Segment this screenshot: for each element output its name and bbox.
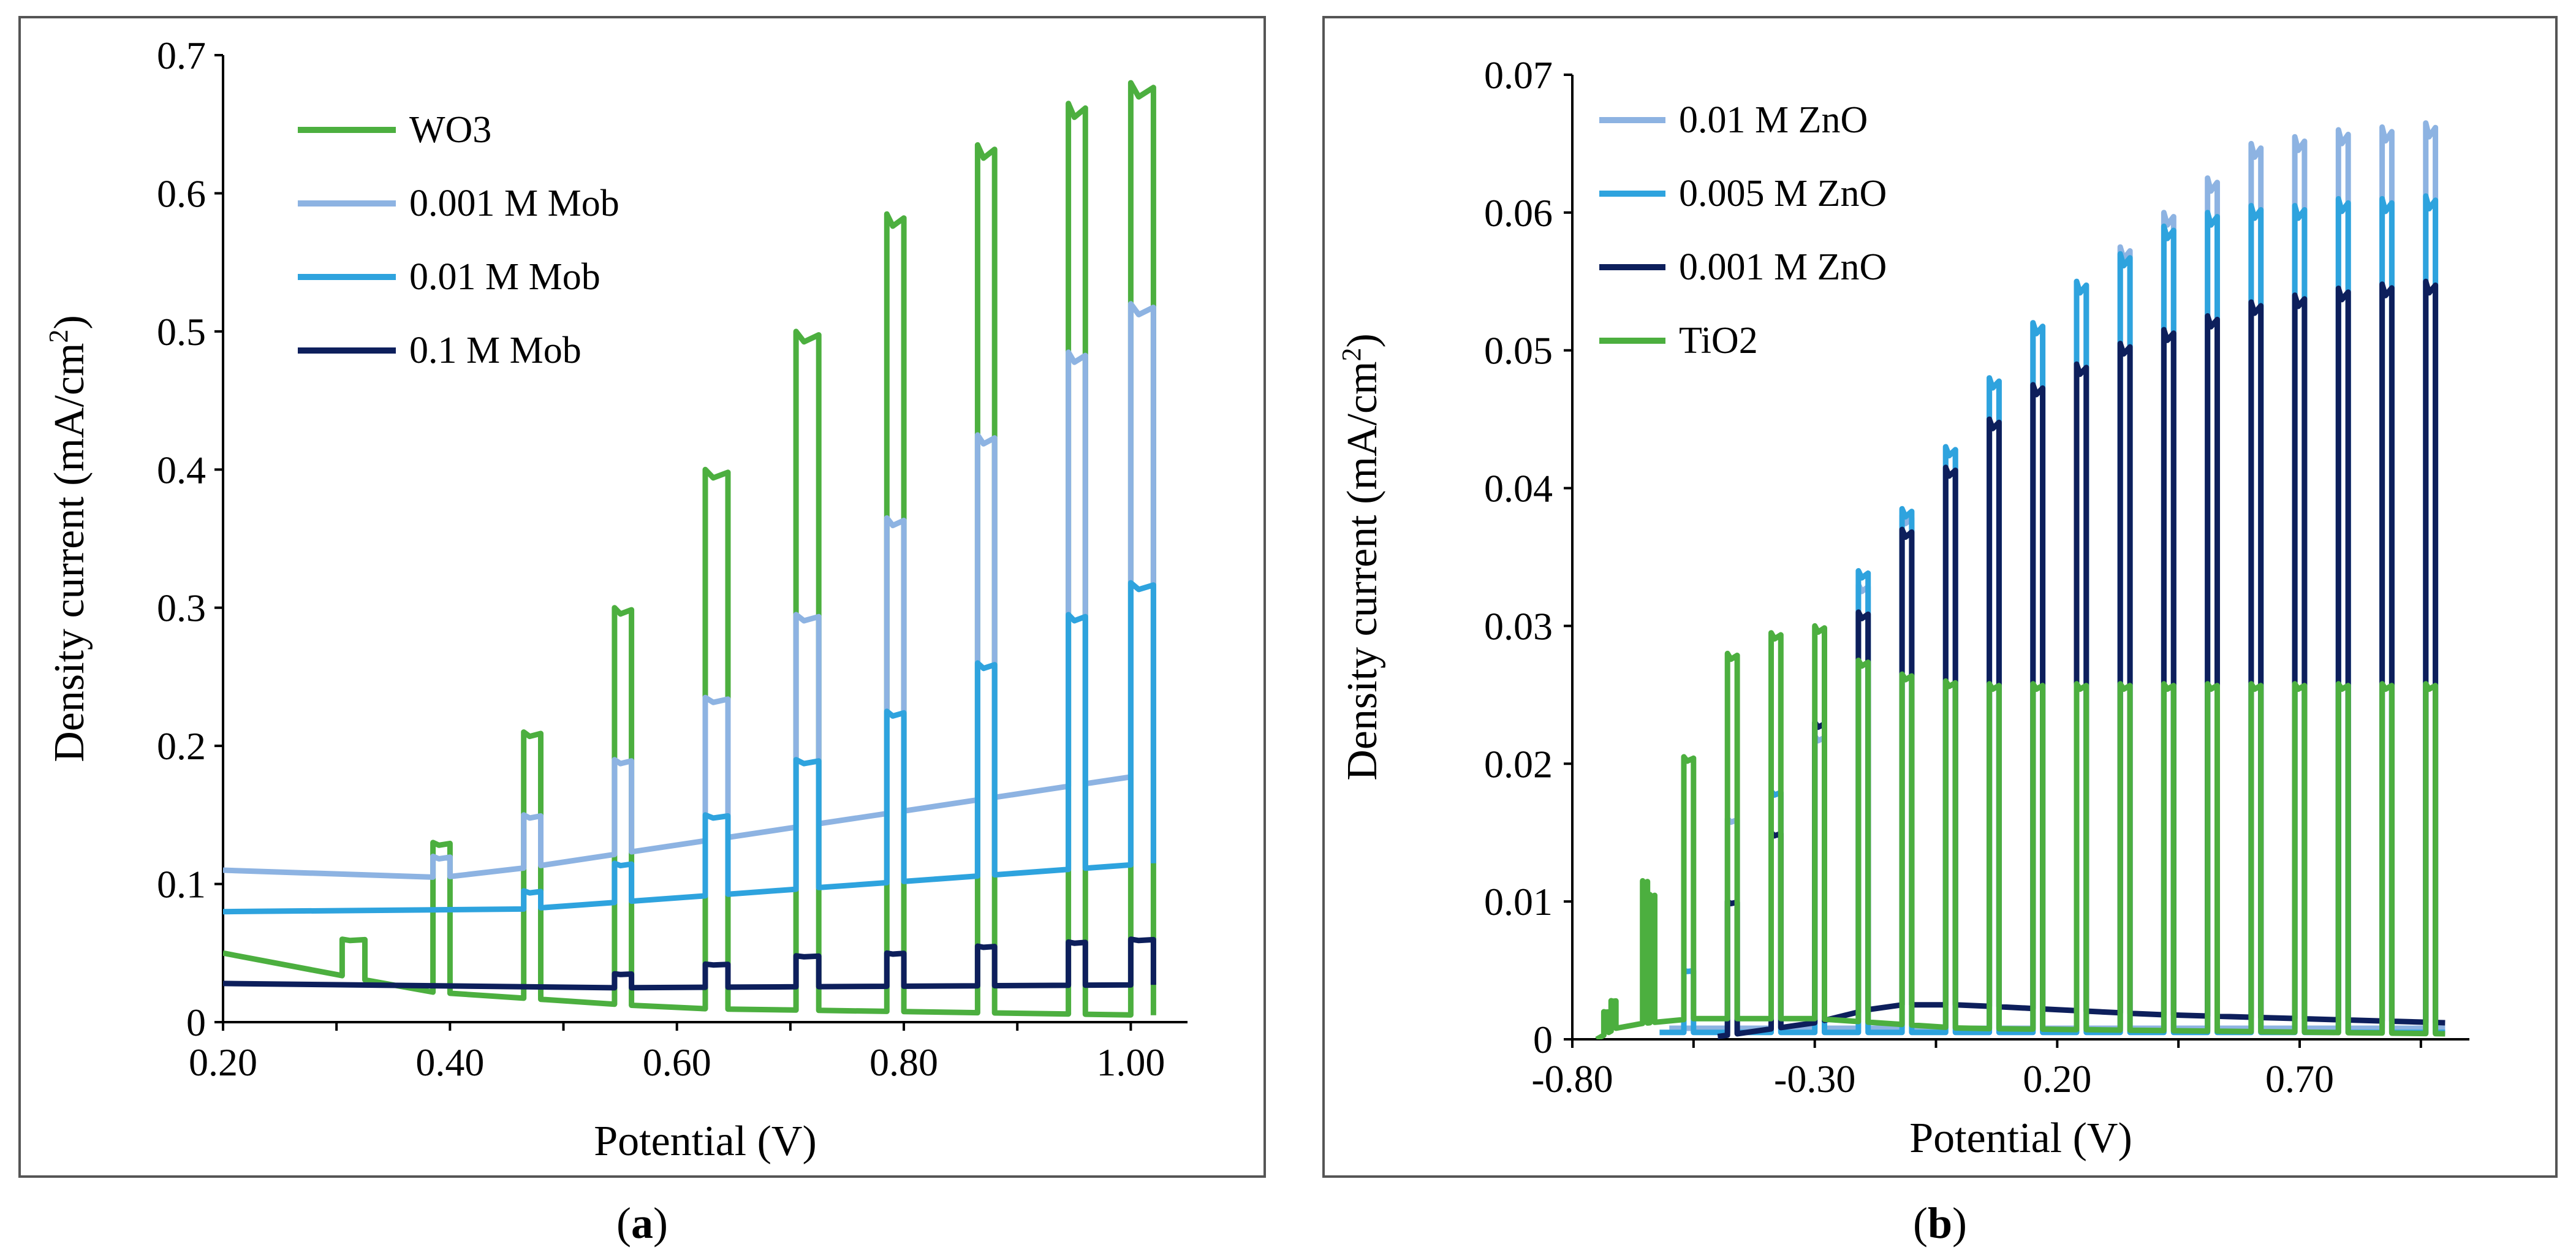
y-tick-label: 0.3 bbox=[157, 586, 206, 630]
y-tick-label: 0.01 bbox=[1484, 880, 1553, 923]
legend-entry: 0.01 M Mob bbox=[409, 256, 600, 298]
series-group bbox=[1595, 120, 2445, 1039]
x-tick-label: 0.70 bbox=[2265, 1057, 2334, 1101]
x-tick-label: 0.20 bbox=[2023, 1057, 2091, 1101]
caption-a: (a) bbox=[616, 1199, 668, 1248]
y-tick-label: 0.7 bbox=[157, 34, 206, 77]
y-tick-label: 0.05 bbox=[1484, 329, 1553, 373]
legend-entry: 0.1 M Mob bbox=[409, 330, 581, 371]
y-axis-label: Density current (mA/cm2) bbox=[44, 315, 93, 762]
y-tick-label: 0.04 bbox=[1484, 467, 1553, 510]
series-line-0-1-m-mob bbox=[223, 936, 1156, 991]
y-tick-label: 0.07 bbox=[1484, 53, 1553, 97]
y-tick-label: 0.1 bbox=[157, 863, 206, 906]
y-axis-label: Density current (mA/cm2) bbox=[1336, 333, 1386, 781]
y-tick-label: 0.5 bbox=[157, 310, 206, 354]
legend-entry: 0.005 M ZnO bbox=[1679, 173, 1887, 214]
legend-entry: TiO2 bbox=[1679, 320, 1758, 362]
y-tick-label: 0.6 bbox=[157, 172, 206, 215]
y-tick-label: 0.4 bbox=[157, 448, 206, 491]
series-group bbox=[223, 80, 1156, 1018]
x-axis-label: Potential (V) bbox=[594, 1118, 817, 1165]
legend-entry: 0.001 M Mob bbox=[409, 183, 619, 224]
y-tick-label: 0.06 bbox=[1484, 191, 1553, 235]
series-line-0-005-m-zno bbox=[1659, 193, 2445, 1036]
panel-a-frame bbox=[18, 16, 1266, 1178]
y-tick-label: 0 bbox=[1533, 1018, 1553, 1061]
x-axis-label: Potential (V) bbox=[1909, 1115, 2132, 1162]
x-tick-label: 1.00 bbox=[1096, 1041, 1165, 1084]
chart-panel-a: 0 0.1 0.2 0.3 0.4 0.5 0.6 0.7 0.20 0.40 0.60 0.80 1.… bbox=[44, 34, 1188, 1165]
y-tick-label: 0.03 bbox=[1484, 604, 1553, 648]
series-line-tio2 bbox=[1595, 623, 2445, 1039]
legend-entry: WO3 bbox=[409, 109, 491, 151]
y-tick-label: 0.02 bbox=[1484, 742, 1553, 786]
x-tick-label: -0.30 bbox=[1774, 1057, 1855, 1101]
panel-b-frame bbox=[1322, 16, 2558, 1178]
y-tick-label: 0.2 bbox=[157, 724, 206, 768]
legend-entry: 0.01 M ZnO bbox=[1679, 99, 1868, 141]
x-tick-label: -0.80 bbox=[1531, 1057, 1613, 1101]
x-tick-label: 0.80 bbox=[869, 1041, 938, 1084]
y-tick-label: 0 bbox=[186, 1001, 206, 1044]
x-tick-label: 0.20 bbox=[189, 1041, 257, 1084]
caption-b: (b) bbox=[1913, 1199, 1967, 1248]
series-line-0-01-m-mob bbox=[223, 580, 1156, 915]
x-tick-label: 0.40 bbox=[415, 1041, 484, 1084]
chart-panel-b: 0 0.01 0.02 0.03 0.04 0.05 0.06 0.07 -0.80 -0.30 0… bbox=[1336, 53, 2469, 1162]
legend-entry: 0.001 M ZnO bbox=[1679, 246, 1887, 288]
x-tick-label: 0.60 bbox=[643, 1041, 711, 1084]
series-line-0-001-m-mob bbox=[223, 301, 1156, 880]
